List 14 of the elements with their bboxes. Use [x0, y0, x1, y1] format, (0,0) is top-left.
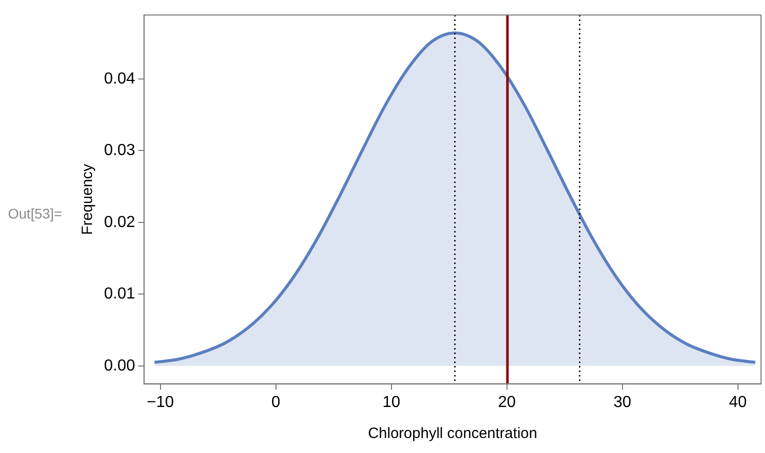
y-axis-title: Frequency [79, 163, 96, 235]
y-tick-label: 0.04 [104, 70, 136, 88]
x-tick-label: 0 [271, 394, 280, 411]
x-tick-label: −10 [146, 394, 174, 411]
y-tick-label: 0.00 [104, 357, 136, 374]
y-tick-label: 0.01 [104, 286, 136, 303]
y-tick-label: 0.03 [104, 142, 136, 160]
x-tick-label: 30 [613, 394, 632, 411]
x-tick-label: 10 [382, 394, 400, 411]
x-axis-title: Chlorophyll concentration [368, 425, 538, 442]
x-tick-label: 40 [729, 394, 747, 411]
text: Out[53]= [8, 205, 62, 222]
y-tick-label: 0.02 [104, 214, 136, 231]
x-tick-label: 20 [498, 394, 516, 411]
